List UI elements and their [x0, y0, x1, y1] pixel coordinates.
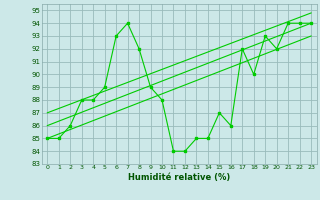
X-axis label: Humidité relative (%): Humidité relative (%)	[128, 173, 230, 182]
